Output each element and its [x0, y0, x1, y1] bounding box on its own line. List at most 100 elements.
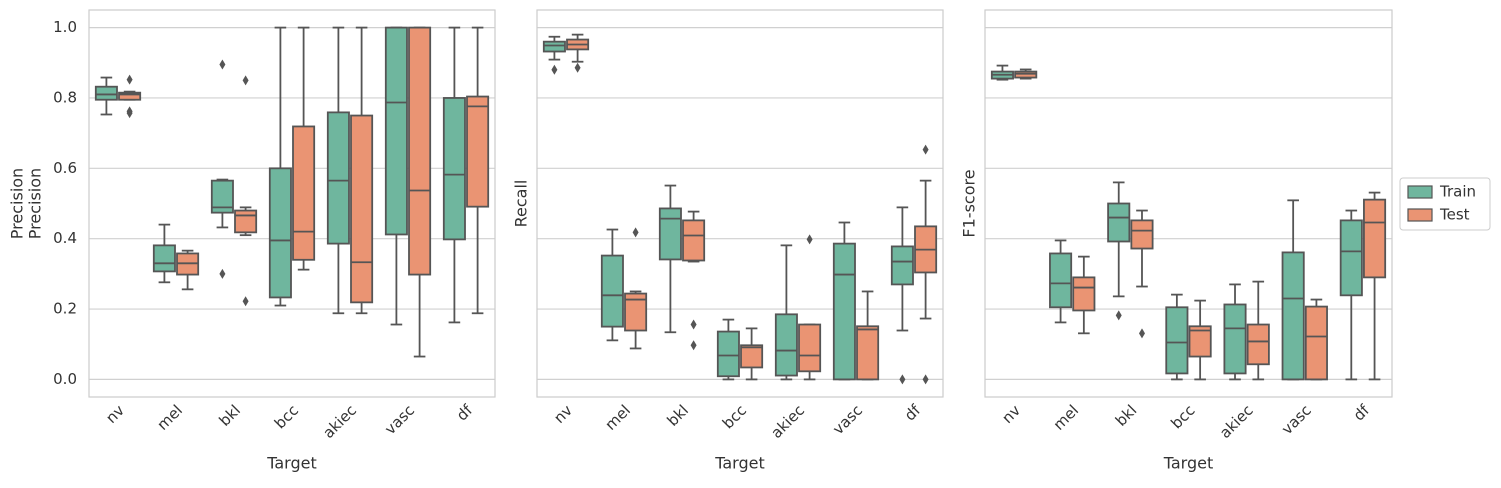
box-group: [682, 210, 706, 351]
x-tick-label: bcc: [719, 401, 750, 432]
flier: [242, 296, 249, 307]
legend-label: Test: [1439, 206, 1470, 224]
x-tick-label: nv: [550, 401, 576, 427]
box-group: [1072, 255, 1096, 335]
y-tick-label: 0.6: [53, 159, 77, 177]
box-group: [1049, 239, 1073, 324]
x-tick-label: df: [1350, 401, 1374, 425]
box: [1304, 305, 1328, 381]
box: [716, 330, 740, 378]
box: [658, 207, 682, 261]
x-tick-label: bkl: [1112, 401, 1141, 430]
x-axis-label: Target: [1163, 454, 1214, 473]
box: [1165, 306, 1189, 375]
box: [856, 325, 880, 381]
box: [350, 114, 374, 304]
flier: [1115, 310, 1122, 321]
x-tick-label: bcc: [1167, 401, 1198, 432]
box: [1246, 323, 1270, 366]
box-group: [466, 26, 490, 315]
legend-swatch: [1407, 185, 1433, 199]
flier: [574, 62, 581, 73]
x-axis-label: Target: [266, 454, 317, 473]
box-group: [1246, 280, 1270, 381]
flier: [551, 64, 558, 75]
x-tick-label: vasc: [829, 401, 866, 438]
box-group: [990, 64, 1014, 81]
plot-frame: [536, 9, 944, 398]
box-group: [268, 26, 292, 307]
box: [1072, 276, 1096, 312]
legend-label: Train: [1439, 183, 1476, 201]
flier: [219, 59, 226, 70]
x-tick-label: df: [453, 401, 477, 425]
flier: [219, 268, 226, 279]
flier: [632, 227, 639, 238]
box-group: [774, 244, 798, 381]
box-group: [856, 290, 880, 381]
x-tick-label: akiec: [319, 401, 360, 442]
x-tick-label: vasc: [381, 401, 418, 438]
y-tick-label: 0.2: [53, 300, 77, 318]
box-group: [118, 74, 142, 119]
box: [268, 167, 292, 299]
box: [542, 40, 566, 53]
y-axis-label: Precision: [26, 168, 45, 239]
y-axis-label: Recall: [512, 180, 531, 228]
y-axis-label: F1-score: [960, 169, 979, 237]
box-group: [566, 33, 590, 73]
x-tick-label: vasc: [1278, 401, 1315, 438]
box-group: [350, 26, 374, 315]
box: [94, 85, 118, 101]
box: [682, 219, 706, 262]
flier: [126, 74, 133, 85]
y-tick-label: 0.4: [53, 229, 77, 247]
box: [832, 242, 856, 381]
box-group: [292, 26, 316, 271]
x-tick-label: mel: [153, 401, 186, 434]
y-tick-label: 0.0: [53, 370, 77, 388]
flier: [126, 108, 133, 119]
box: [210, 179, 234, 214]
box-group: [152, 223, 176, 284]
x-tick-label: mel: [1050, 401, 1083, 434]
box-group: [1014, 68, 1038, 80]
plot-frame: [88, 9, 496, 398]
box-group: [1304, 298, 1328, 381]
box-group: [442, 26, 466, 324]
box-group: [542, 35, 566, 75]
box: [442, 97, 466, 241]
box-group: [890, 206, 914, 385]
box-group: [1223, 283, 1247, 381]
box-group: [740, 327, 764, 381]
x-tick-label: df: [901, 401, 925, 425]
box-group: [234, 75, 258, 307]
flier: [690, 319, 697, 330]
flier: [922, 374, 929, 385]
box: [1281, 251, 1305, 381]
box: [740, 344, 764, 369]
box-group: [798, 234, 822, 381]
box-group: [1339, 209, 1363, 381]
box: [1363, 198, 1387, 279]
flier: [1138, 328, 1145, 339]
x-tick-label: nv: [102, 401, 128, 427]
box-group: [1130, 209, 1154, 339]
box: [408, 26, 432, 276]
box: [152, 244, 176, 273]
box: [292, 125, 316, 261]
plot-frame: [984, 9, 1393, 398]
x-tick-label: bkl: [663, 401, 692, 430]
box: [890, 245, 914, 286]
box: [798, 323, 822, 373]
box: [384, 26, 408, 236]
flier: [899, 374, 906, 385]
box: [1049, 252, 1073, 309]
box: [1107, 202, 1131, 243]
legend-swatch: [1407, 208, 1433, 222]
x-tick-label: bkl: [215, 401, 244, 430]
x-tick-label: akiec: [767, 401, 808, 442]
box: [234, 209, 258, 234]
x-tick-label: nv: [998, 401, 1024, 427]
box: [624, 292, 648, 332]
